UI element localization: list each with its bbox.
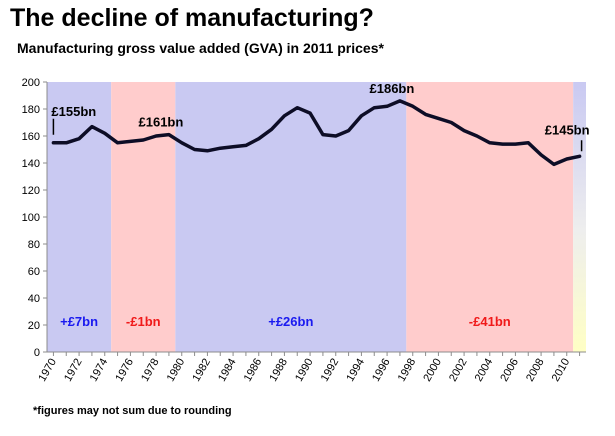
period-band-0 [47,82,112,352]
x-tick-label: 1980 [165,357,188,384]
value-annotation: £145bn [545,122,590,137]
x-tick-label: 1998 [396,357,419,384]
x-tick-label: 2004 [473,357,496,384]
series-layer [51,99,582,167]
chart-title: The decline of manufacturing? [10,4,374,32]
period-band-1 [111,82,176,352]
x-tick-label: 1976 [113,357,136,384]
value-annotation: £161bn [139,115,184,130]
y-tick-label: 60 [28,266,40,278]
y-tick-label: 20 [28,320,40,332]
chart-subtitle: Manufacturing gross value added (GVA) in… [17,40,384,56]
x-tick-label: 1978 [139,357,162,384]
x-tick-label: 1990 [293,357,316,384]
y-tick-label: 0 [34,347,40,359]
x-tick-label: 2000 [421,357,444,384]
x-tick-label: 1974 [88,357,111,384]
x-tick-label: 2010 [550,357,573,384]
y-tick-label: 40 [28,293,40,305]
y-tick-label: 120 [22,185,40,197]
x-tick-label: 2008 [524,357,547,384]
period-band-2 [175,82,407,352]
x-tick-label: 1996 [370,357,393,384]
y-tick-label: 180 [22,104,40,116]
x-tick-label: 1970 [36,357,59,384]
x-tick-label: 1984 [216,357,239,384]
value-annotation: £155bn [51,104,96,119]
period-change-label: -£41bn [469,314,511,329]
y-tick-label: 140 [22,158,40,170]
period-band-4 [573,82,586,352]
annotation-layer: £155bn £161bn £186bn £145bn [51,81,590,152]
x-tick-label: 1986 [242,357,265,384]
band-layer [47,82,586,352]
x-tick-label: 2002 [447,357,470,384]
y-tick-label: 100 [22,212,40,224]
value-annotation: £186bn [370,81,415,96]
x-tick-label: 2006 [498,357,521,384]
period-band-3 [406,82,574,352]
band-label-layer: +£7bn -£1bn +£26bn -£41bn [60,314,511,329]
gva-series-line [51,99,582,167]
y-tick-label: 80 [28,239,40,251]
period-change-label: -£1bn [126,314,161,329]
period-change-label: +£7bn [60,314,98,329]
period-change-label: +£26bn [268,314,313,329]
x-tick-label: 1972 [62,357,85,384]
x-tick-label: 1982 [190,357,213,384]
footnote: *figures may not sum due to rounding [33,405,232,417]
y-tick-label: 160 [22,131,40,143]
x-tick-label: 1992 [319,357,342,384]
x-tick-label: 1994 [344,357,367,384]
y-tick-label: 200 [22,77,40,89]
x-tick-label: 1988 [267,357,290,384]
